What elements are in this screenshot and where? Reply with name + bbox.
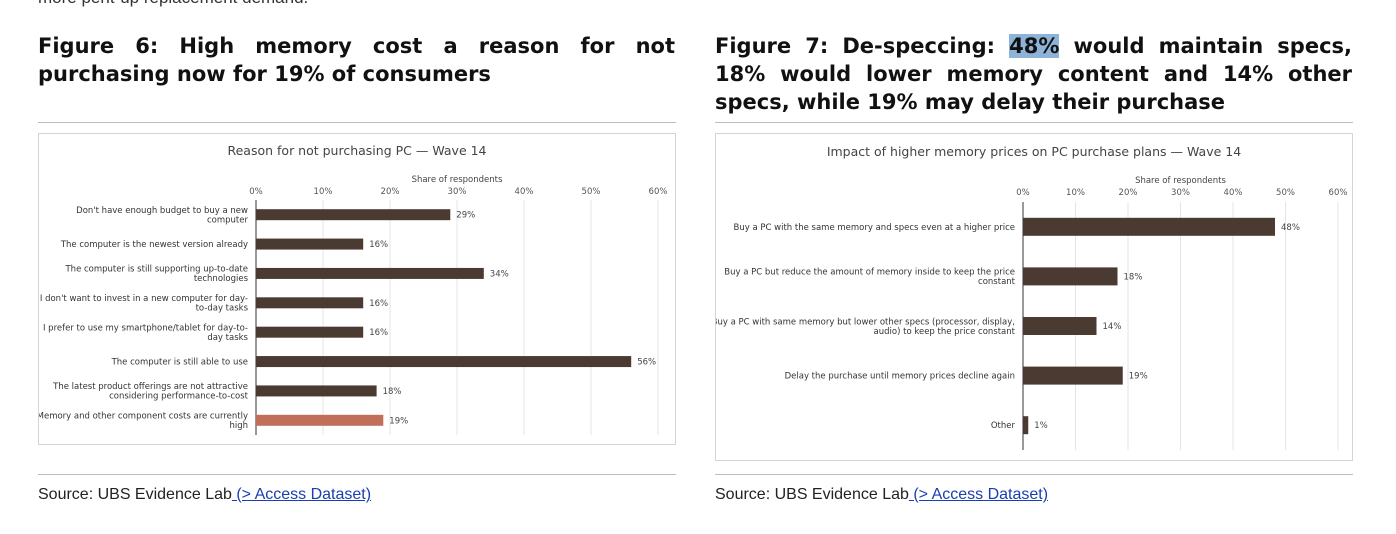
data-label: 14% [1103,322,1122,332]
bar [1023,416,1029,435]
figure-6-top-rule [38,122,676,123]
x-tick-label: 20% [1119,188,1138,198]
figure-6-access-dataset-link[interactable]: (> Access Dataset) [231,486,372,503]
bar [1023,317,1097,335]
data-label: 18% [1124,272,1143,282]
data-label: 16% [369,240,388,250]
category-label: day tasks [207,333,248,343]
bar [256,209,451,221]
figure-7-title: Figure 7: De-speccing: 48% would maintai… [715,32,1352,116]
x-tick-label: 20% [381,187,400,197]
figure-6-source-text: Source: UBS Evidence Lab [38,486,232,503]
bar [256,326,364,338]
figure-7-chart-svg: Impact of higher memory prices on PC pur… [716,144,1348,450]
data-label: 29% [456,211,475,221]
bar [256,356,632,368]
category-label: considering performance-to-cost [109,392,249,402]
figure-7-bottom-rule [715,474,1353,475]
data-label: 1% [1034,421,1048,431]
figure-6-chart: Reason for not purchasing PC — Wave 14 Sh… [38,133,676,445]
category-label: Delay the purchase until memory prices d… [785,372,1015,382]
x-tick-label: 40% [1224,188,1243,198]
category-label: computer [207,215,248,225]
figure-6-bottom-rule [38,474,676,475]
top-cut-text: more pent-up replacement demand. [38,0,308,8]
figure-7-title-after: would maintain specs, 18% would lower me… [715,34,1352,114]
chart-title: Reason for not purchasing PC — Wave 14 [227,143,486,158]
bar [1023,217,1275,236]
x-tick-label: 0% [249,187,263,197]
figure-7: Figure 7: De-speccing: 48% would maintai… [715,32,1352,116]
figure-6: Figure 6: High memory cost a reason for … [38,32,675,88]
data-label: 16% [369,328,388,338]
category-label: The computer is the newest version alrea… [60,240,248,250]
data-label: 16% [369,299,388,309]
category-label: high [229,421,248,431]
x-tick-label: 10% [1066,188,1085,198]
bar [256,385,377,397]
data-label: 19% [389,416,408,426]
chart-title: Impact of higher memory prices on PC pur… [827,144,1241,159]
category-label: Buy a PC with same memory but lower othe… [716,317,1015,327]
data-label: 48% [1281,223,1300,233]
x-tick-label: 0% [1016,188,1030,198]
bar [256,267,484,279]
figure-7-top-rule [715,122,1353,123]
category-label: Buy a PC but reduce the amount of memory… [724,268,1015,278]
figure-7-access-dataset-link[interactable]: (> Access Dataset) [908,486,1049,503]
x-tick-label: 60% [649,187,668,197]
category-label: The computer is still able to use [111,358,248,368]
bar [256,297,364,309]
figure-7-title-before: Figure 7: De-speccing: [715,34,1010,58]
category-label: The latest product offerings are not att… [52,382,248,392]
category-label: The computer is still supporting up-to-d… [64,265,248,275]
category-label: technologies [194,274,249,284]
x-axis-label: Share of respondents [412,175,503,185]
figure-6-source: Source: UBS Evidence Lab (> Access Datas… [38,486,371,504]
x-tick-label: 50% [582,187,601,197]
x-tick-label: 10% [314,187,333,197]
bar [1023,366,1123,385]
figure-7-source-text: Source: UBS Evidence Lab [715,486,909,503]
category-label: Other [991,421,1016,431]
figure-7-title-highlight: 48% [1009,34,1060,58]
data-label: 34% [490,269,509,279]
category-label: I don't want to invest in a new computer… [40,294,248,304]
bar [256,414,384,426]
category-label: constant [978,277,1016,287]
data-label: 19% [1129,372,1148,382]
data-label: 56% [637,358,656,368]
x-tick-label: 50% [1276,188,1295,198]
category-label: Memory and other component costs are cur… [39,412,248,422]
category-label: audio) to keep the price constant [874,327,1016,337]
category-label: Don't have enough budget to buy a new [76,206,248,216]
category-label: I prefer to use my smartphone/tablet for… [43,323,248,333]
x-tick-label: 60% [1329,188,1348,198]
figure-6-chart-svg: Reason for not purchasing PC — Wave 14 Sh… [39,143,668,435]
figure-6-title: Figure 6: High memory cost a reason for … [38,34,675,86]
category-label: to-day tasks [196,304,249,314]
figure-7-source: Source: UBS Evidence Lab (> Access Datas… [715,486,1048,504]
x-tick-label: 30% [448,187,467,197]
x-tick-label: 40% [515,187,534,197]
x-tick-label: 30% [1171,188,1190,198]
category-label: Buy a PC with the same memory and specs … [734,223,1015,233]
bar [1023,267,1118,286]
data-label: 18% [383,387,402,397]
bar [256,238,364,250]
figure-7-chart: Impact of higher memory prices on PC pur… [715,133,1353,461]
x-axis-label: Share of respondents [1135,176,1226,186]
